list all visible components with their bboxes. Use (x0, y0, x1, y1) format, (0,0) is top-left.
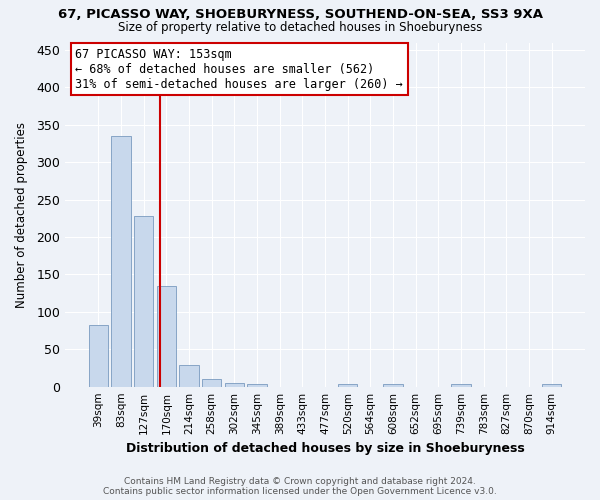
Text: 67, PICASSO WAY, SHOEBURYNESS, SOUTHEND-ON-SEA, SS3 9XA: 67, PICASSO WAY, SHOEBURYNESS, SOUTHEND-… (58, 8, 542, 20)
Bar (451, 384, 470, 386)
Bar (112, 136, 131, 386)
Text: 67 PICASSO WAY: 153sqm
← 68% of detached houses are smaller (562)
31% of semi-de: 67 PICASSO WAY: 153sqm ← 68% of detached… (76, 48, 403, 90)
Y-axis label: Number of detached properties: Number of detached properties (15, 122, 28, 308)
Bar (542, 384, 562, 386)
Bar (225, 383, 244, 386)
Bar (134, 216, 154, 386)
Bar (89, 324, 108, 386)
Bar (383, 384, 403, 386)
Bar (202, 379, 221, 386)
X-axis label: Distribution of detached houses by size in Shoeburyness: Distribution of detached houses by size … (125, 442, 524, 455)
Text: Size of property relative to detached houses in Shoeburyness: Size of property relative to detached ho… (118, 21, 482, 34)
Bar (157, 286, 176, 386)
Bar (247, 384, 266, 386)
Bar (179, 365, 199, 386)
Text: Contains HM Land Registry data © Crown copyright and database right 2024.
Contai: Contains HM Land Registry data © Crown c… (103, 476, 497, 496)
Bar (338, 384, 358, 386)
